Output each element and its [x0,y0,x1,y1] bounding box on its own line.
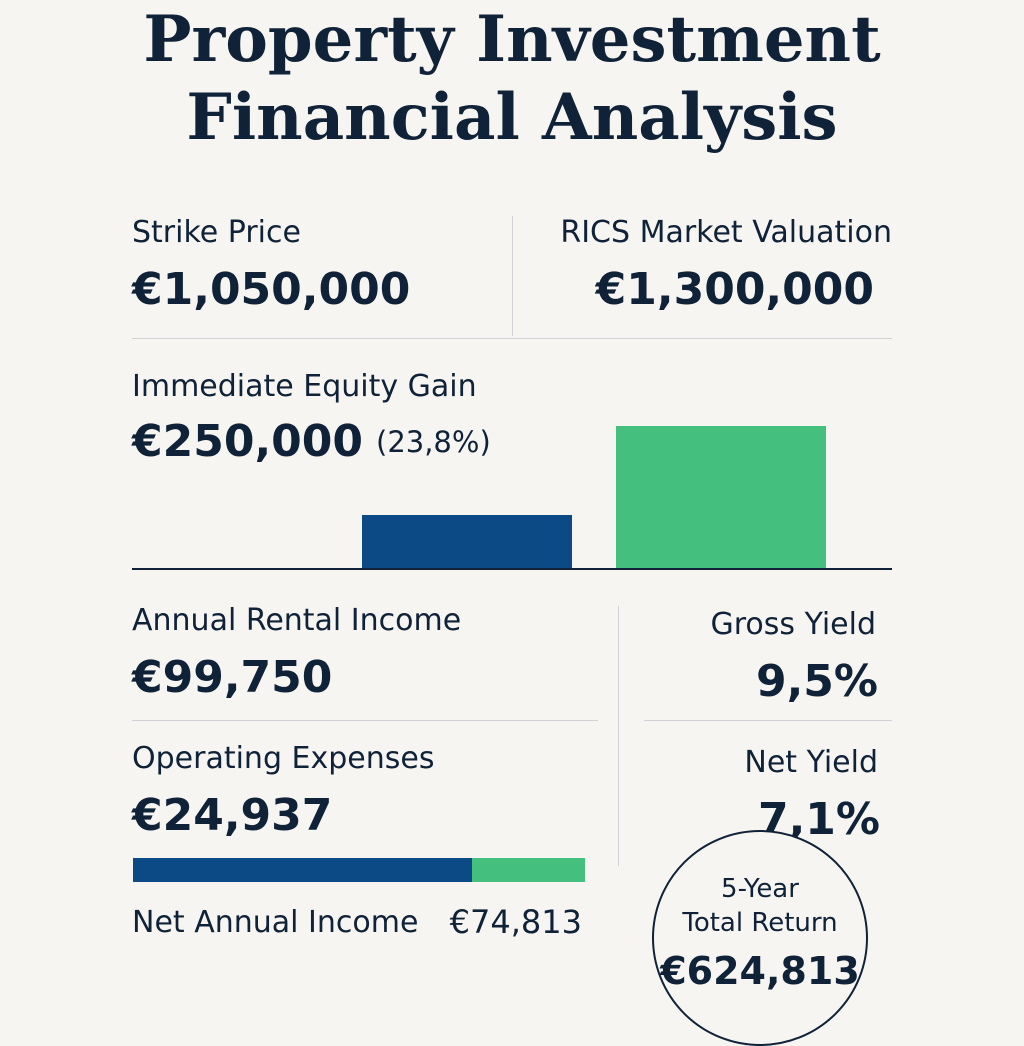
rics-valuation-value: €1,300,000 [595,264,874,315]
rics-valuation-bar [616,426,826,568]
top-divider-vertical [512,216,513,336]
strike-price-bar [362,514,572,568]
page-title-line-2: Financial Analysis [186,80,838,155]
strike-price-label: Strike Price [132,215,301,250]
page-title-line-1: Property Investment [143,2,881,77]
rental-income-label: Annual Rental Income [132,603,462,638]
strike-price-value: €1,050,000 [132,264,411,315]
top-divider-horizontal [132,338,892,339]
income-split-bar [133,858,585,882]
gross-yield-value: 9,5% [755,656,878,707]
total-return-line-2: Total Return [682,908,838,938]
lower-divider-vertical [618,606,619,866]
net-yield-label: Net Yield [744,745,878,780]
net-income-segment [133,858,472,882]
net-income-label: Net Annual Income [132,905,419,940]
equity-gain-value: €250,000 [132,416,364,467]
equity-gain-label: Immediate Equity Gain [132,369,477,404]
rental-income-value: €99,750 [132,652,333,703]
total-return-badge [652,830,868,1046]
total-return-value: €624,813 [660,949,860,993]
equity-comparison-chart [132,380,892,570]
net-income-value: €74,813 [449,903,582,941]
chart-baseline [132,568,892,570]
equity-gain-percent: (23,8%) [376,425,491,459]
operating-expenses-label: Operating Expenses [132,741,435,776]
total-return-line-1: 5-Year [721,874,799,904]
gross-yield-label: Gross Yield [710,607,877,642]
right-divider-horizontal [644,720,892,721]
expenses-segment [472,858,585,882]
rics-valuation-label: RICS Market Valuation [560,215,892,250]
left-divider-horizontal [132,720,598,721]
operating-expenses-value: €24,937 [132,790,333,841]
